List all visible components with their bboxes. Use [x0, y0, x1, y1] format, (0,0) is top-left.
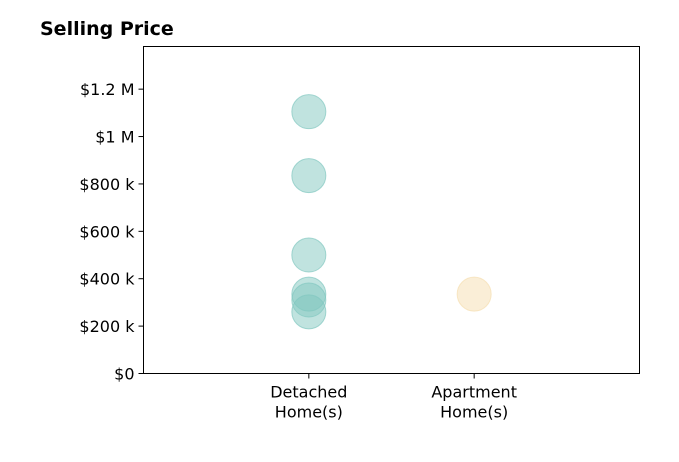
y-tick-label-3: $600 k [79, 222, 135, 241]
chart-title: Selling Price [40, 18, 174, 40]
y-axis: $0 $200 k $400 k $600 k $800 k $1 M $1.2 M [79, 80, 144, 384]
data-point-0-1 [291, 158, 327, 194]
x-tick-label-1: Apartment Home(s) [431, 383, 517, 422]
y-tick-label-4: $800 k [79, 175, 135, 194]
data-point-0-5 [291, 294, 327, 330]
y-tick-label-0: $0 [114, 365, 134, 384]
data-point-0-0 [291, 94, 327, 130]
x-tick-label-0: Detached Home(s) [270, 383, 347, 422]
data-point-0-2 [291, 237, 327, 273]
x-axis: Detached Home(s) Apartment Home(s) [270, 373, 517, 422]
y-tick-label-6: $1.2 M [80, 80, 135, 99]
chart-markers [291, 94, 492, 330]
plot-frame [143, 46, 640, 374]
y-tick-label-2: $400 k [79, 270, 135, 289]
y-tick-label-1: $200 k [79, 317, 135, 336]
y-tick-label-5: $1 M [95, 128, 134, 147]
data-point-1-0 [456, 276, 492, 312]
